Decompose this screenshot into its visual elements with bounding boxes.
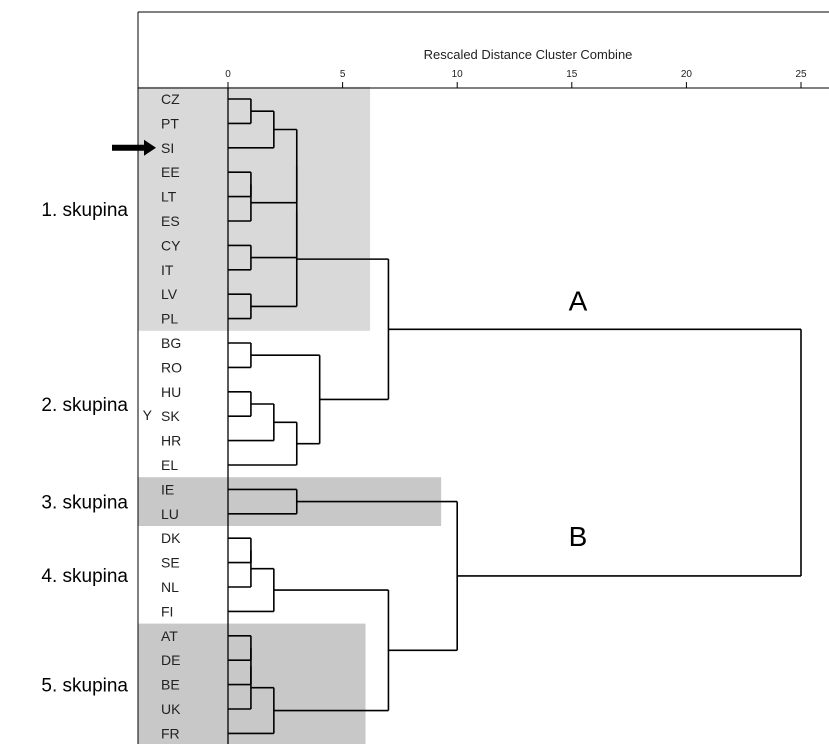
- leaf-label: SE: [161, 555, 180, 571]
- dendrogram-links: [228, 98, 802, 735]
- leaf-label: LU: [161, 506, 179, 522]
- group-label: 5. skupina: [41, 676, 128, 697]
- highlight-marker: [112, 139, 156, 156]
- leaf-label: IT: [161, 262, 174, 278]
- group-shades: [138, 86, 442, 744]
- leaf-label: DK: [161, 530, 181, 546]
- leaf-label: AT: [161, 628, 178, 644]
- leaf-label: SI: [161, 140, 174, 156]
- arrow-icon: [112, 139, 156, 156]
- leaf-label: FR: [161, 725, 180, 741]
- x-axis-ticks: 0 5 10 15 20 25: [225, 69, 807, 88]
- leaf-label: SK: [161, 408, 180, 424]
- leaf-label: NL: [161, 579, 179, 595]
- axis-title: Rescaled Distance Cluster Combine: [424, 47, 633, 62]
- leaf-label: BE: [161, 677, 180, 693]
- leaf-label: HU: [161, 384, 181, 400]
- leaf-label: LV: [161, 286, 178, 302]
- leaf-label: EL: [161, 457, 178, 473]
- group-labels: 1. skupina 2. skupina 3. skupina 4. skupina…: [41, 200, 128, 697]
- leaf-label: PT: [161, 115, 179, 131]
- leaf-label: RO: [161, 359, 182, 375]
- group-label: 1. skupina: [41, 200, 128, 221]
- x-tick-label: 25: [795, 69, 807, 80]
- group-shade: [138, 623, 366, 744]
- x-tick-label: 10: [452, 69, 464, 80]
- group-label: 2. skupina: [41, 395, 128, 416]
- leaf-label: UK: [161, 701, 181, 717]
- leaf-label: BG: [161, 335, 181, 351]
- x-tick-label: 20: [681, 69, 693, 80]
- cluster-labels: AB: [569, 285, 588, 552]
- group-label: 3. skupina: [41, 493, 128, 514]
- group-shade: [138, 86, 371, 331]
- leaf-label: LT: [161, 189, 177, 205]
- sk-marker: Y: [143, 407, 153, 423]
- cluster-label: B: [569, 521, 588, 552]
- leaf-label: PL: [161, 311, 178, 327]
- leaf-label: IE: [161, 481, 174, 497]
- x-tick-label: 15: [566, 69, 578, 80]
- leaf-label: ES: [161, 213, 180, 229]
- x-tick-label: 0: [225, 69, 231, 80]
- x-tick-label: 5: [340, 69, 346, 80]
- leaf-labels: CZ PT SI EE LT ES CY IT LV PL BG RO HU SK Y HR EL IE LU DK S…: [143, 91, 182, 741]
- leaf-label: FI: [161, 603, 173, 619]
- leaf-label: HR: [161, 433, 181, 449]
- leaf-label: DE: [161, 652, 180, 668]
- leaf-label: CZ: [161, 91, 180, 107]
- leaf-label: CY: [161, 237, 181, 253]
- cluster-label: A: [569, 285, 588, 316]
- group-label: 4. skupina: [41, 566, 128, 587]
- leaf-label: EE: [161, 164, 180, 180]
